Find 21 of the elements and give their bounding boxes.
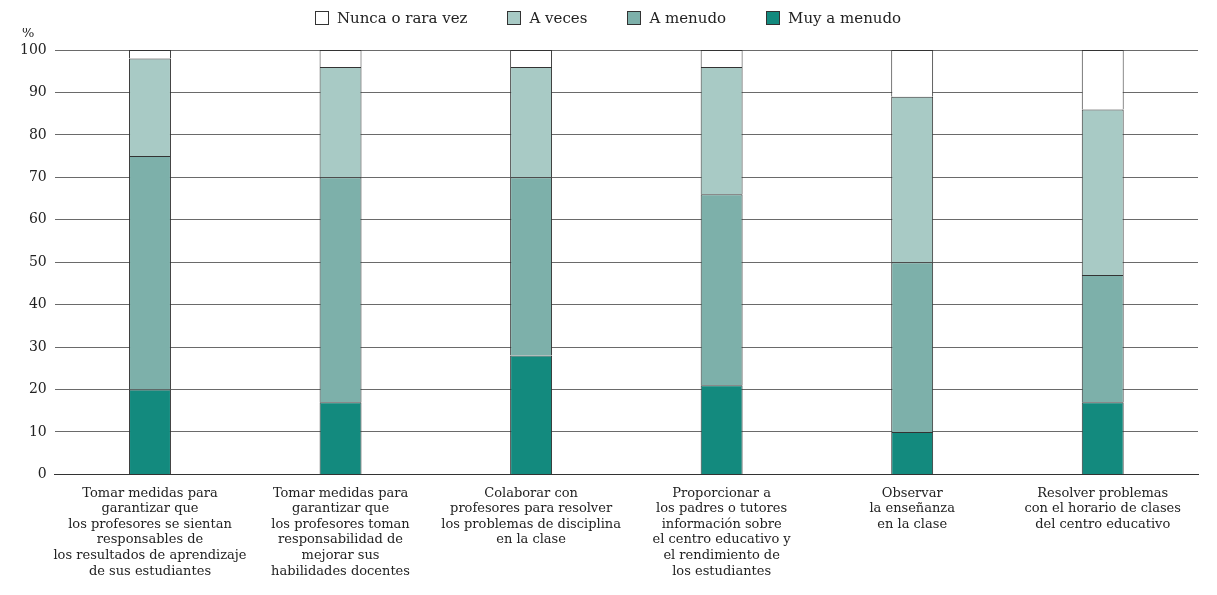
legend-label: Muy a menudo [788,9,902,27]
legend-label: Nunca o rara vez [336,9,468,27]
y-tick-label: 30 [28,337,47,354]
y-tick-label: 100 [19,40,47,57]
y-tick-label: 40 [28,295,47,312]
y-tick-label: 50 [28,252,47,269]
x-tick-label: Resolver problemas con el horario de clases del centro educativo [1024,484,1181,531]
y-tick-label: 90 [28,83,47,100]
x-tick-label: Colaborar con profesores para resolver los problemas de disciplina en la clase [441,484,622,547]
x-tick-label: Tomar medidas para garantizar que los profesores toman responsabilidad de mejorar sus habilidades docentes [271,484,411,578]
x-tick-label: Proporcionar a los padres o tutores información sobre el centro educativo y el rendimiento de los estudiantes [652,484,792,578]
x-tick-label: Observar la enseñanza en la clase [869,484,956,531]
y-tick-label: 20 [28,380,47,397]
legend-label: A menudo [649,9,727,27]
y-tick-label: 10 [28,422,47,439]
y-tick-label: 0 [37,465,47,482]
y-tick-label: 60 [28,210,47,227]
y-tick-label: 70 [28,167,47,184]
legend-label: A veces [529,9,588,27]
x-tick-label: Tomar medidas para garantizar que los profesores se sientan responsables de los resultados de aprendizaje de sus estudiantes [53,484,247,578]
y-tick-label: 80 [28,125,47,142]
